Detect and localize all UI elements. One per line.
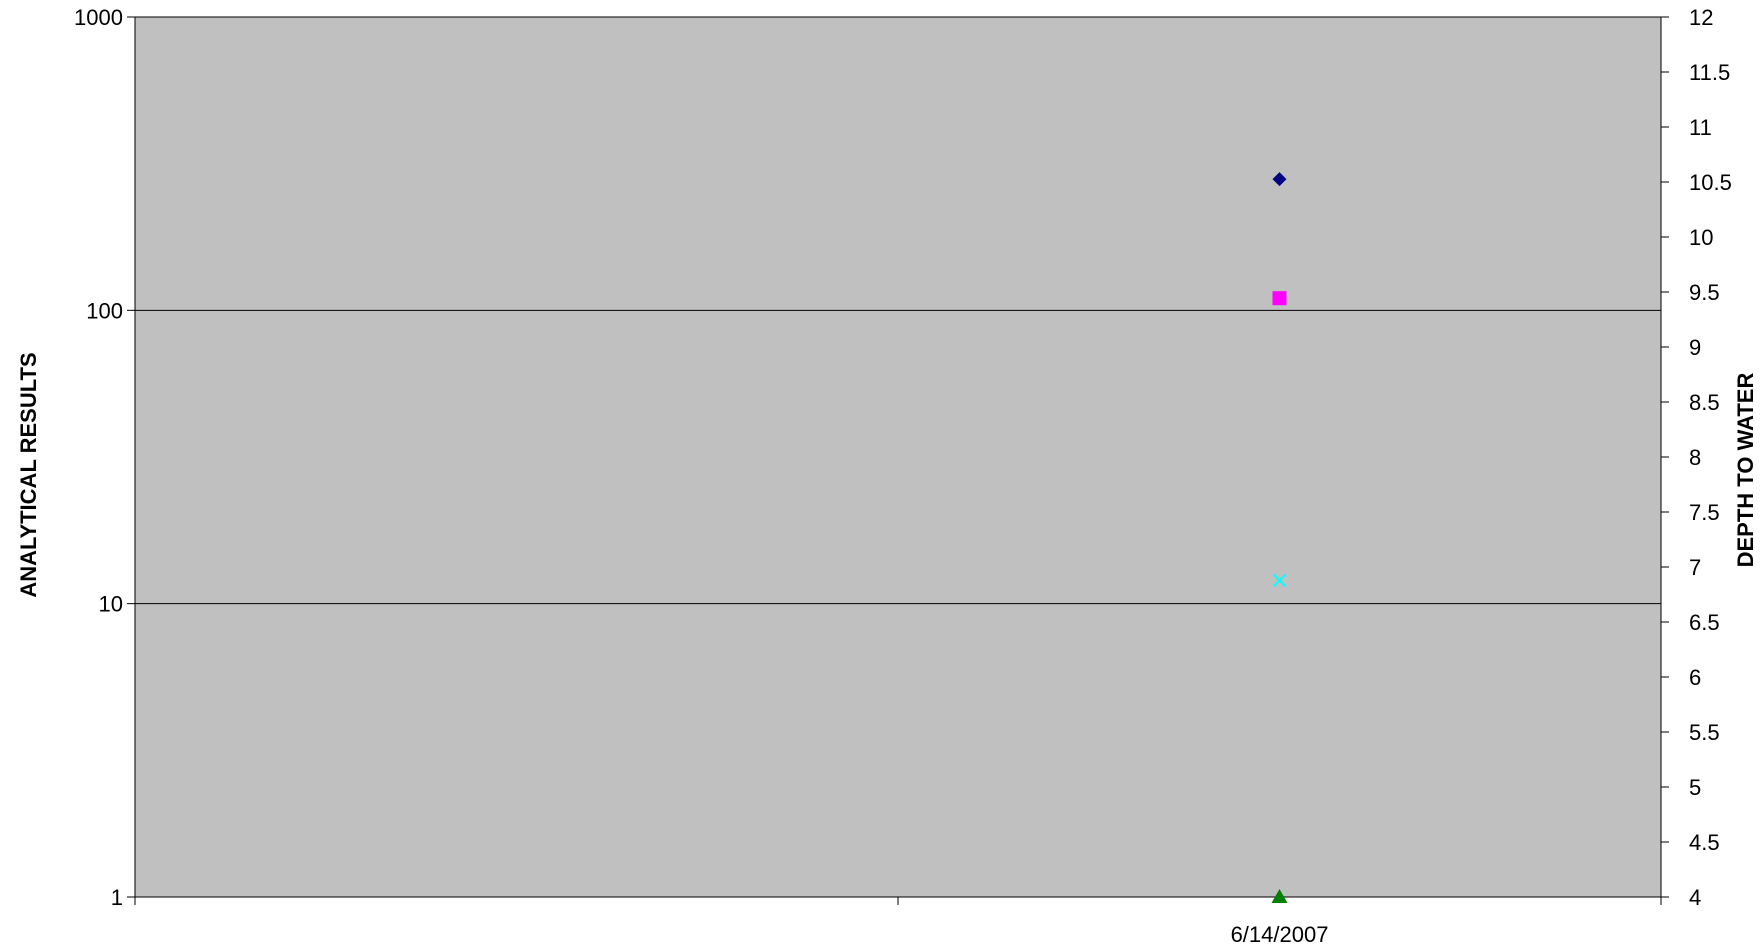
data-point-diamond: [1272, 172, 1287, 187]
y2-tick-label: 11: [1689, 115, 1712, 140]
data-points: [1271, 172, 1288, 903]
y2-axis-title: DEPTH TO WATER: [1733, 373, 1758, 568]
y2-tick-label: 4.5: [1689, 830, 1720, 855]
data-point-triangle: [1271, 889, 1288, 903]
y2-tick-label: 5.5: [1689, 720, 1720, 745]
y2-tick-label: 8.5: [1689, 390, 1720, 415]
y2-tick-label: 7: [1689, 555, 1701, 580]
y2-tick-label: 10.5: [1689, 170, 1732, 195]
y2-tick-label: 6.5: [1689, 610, 1720, 635]
right-axis-ticks: 4 4.5 5 5.5 6 6.5 7 7.5 8 8.5 9 9.5 10 10.5 11 11.5 12: [1661, 5, 1732, 910]
data-point-x: [1272, 573, 1287, 588]
y2-tick-label: 9.5: [1689, 280, 1720, 305]
y2-tick-label: 6: [1689, 665, 1701, 690]
y-tick-label: 10: [99, 592, 123, 617]
left-axis-ticks: 1 10 100 1000: [74, 5, 135, 910]
x-axis-ticks: 6/14/2007: [134, 897, 1662, 947]
y2-tick-label: 9: [1689, 335, 1701, 360]
x-tick-label: 6/14/2007: [1231, 922, 1329, 947]
y-tick-label: 1000: [74, 5, 123, 30]
plot-area: [134, 16, 1662, 898]
data-point-square: [1272, 291, 1287, 306]
y-tick-label: 1: [111, 885, 123, 910]
y-tick-label: 100: [86, 298, 123, 323]
data-point-x-stroke: [1272, 573, 1287, 588]
gridlines: [135, 16, 1661, 605]
y2-tick-label: 12: [1689, 5, 1713, 30]
y2-tick-label: 11.5: [1689, 60, 1730, 85]
y2-tick-label: 8: [1689, 445, 1701, 470]
y2-tick-label: 5: [1689, 775, 1701, 800]
y-axis-title: ANALYTICAL RESULTS: [16, 352, 41, 597]
y2-tick-label: 7.5: [1689, 500, 1720, 525]
y2-tick-label: 4: [1689, 885, 1701, 910]
y2-tick-label: 10: [1689, 225, 1713, 250]
